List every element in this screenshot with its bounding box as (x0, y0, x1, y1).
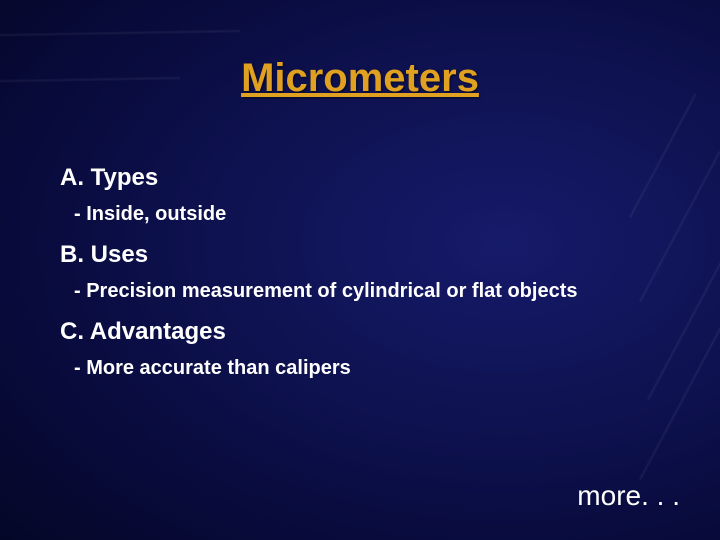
slide-title: Micrometers (0, 56, 720, 101)
section-heading: A. Types (60, 164, 660, 192)
decorative-streak (0, 29, 240, 37)
section-heading: C. Advantages (60, 318, 660, 346)
section-bullet: - More accurate than calipers (74, 356, 660, 381)
slide-content: A. Types - Inside, outside B. Uses - Pre… (60, 150, 660, 387)
section-bullet: - Precision measurement of cylindrical o… (74, 279, 660, 304)
section-heading: B. Uses (60, 241, 660, 269)
more-label: more. . . (577, 480, 680, 512)
section-bullet: - Inside, outside (74, 202, 660, 227)
